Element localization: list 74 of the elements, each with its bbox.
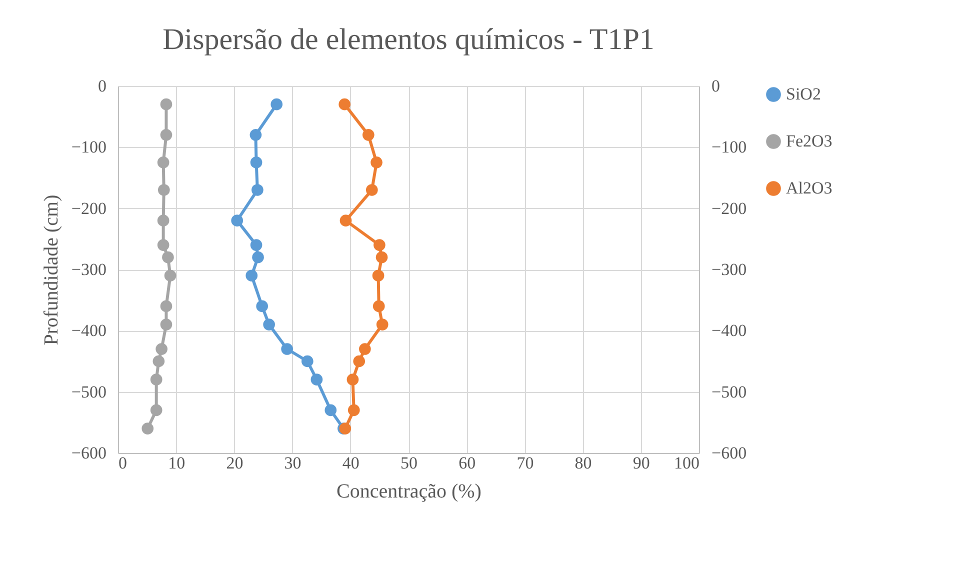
point bbox=[157, 214, 170, 226]
y2-tick-label: −200 bbox=[712, 198, 747, 218]
x-tick-label: 10 bbox=[168, 454, 186, 472]
legend-label: Al2O3 bbox=[786, 178, 832, 198]
legend-label: SiO2 bbox=[786, 84, 821, 104]
point bbox=[310, 374, 323, 386]
point bbox=[372, 270, 384, 282]
point bbox=[353, 355, 366, 368]
point bbox=[152, 355, 165, 368]
x-tick-label: 90 bbox=[632, 454, 650, 472]
point bbox=[370, 156, 382, 168]
y2-tick-label: −500 bbox=[712, 382, 747, 402]
point bbox=[256, 300, 268, 312]
y2-tick-label: −600 bbox=[712, 444, 747, 462]
point bbox=[142, 422, 154, 434]
y-tick-label: −500 bbox=[71, 382, 106, 402]
point bbox=[250, 239, 262, 251]
x-axis-title: Concentração (%) bbox=[336, 480, 482, 502]
point bbox=[376, 318, 388, 330]
y-tick-label: −100 bbox=[71, 138, 106, 157]
point bbox=[301, 355, 314, 368]
point bbox=[160, 98, 172, 110]
x-tick-label: 0 bbox=[118, 454, 127, 472]
y-tick-label: −600 bbox=[71, 444, 106, 462]
y-tick-label: 0 bbox=[98, 76, 106, 96]
x-tick-label: 30 bbox=[284, 454, 302, 472]
x-tick-label: 80 bbox=[574, 454, 592, 472]
point bbox=[366, 184, 378, 196]
x-tick-label: 20 bbox=[226, 454, 244, 472]
point bbox=[359, 343, 371, 355]
y2-tick-label: −400 bbox=[712, 321, 747, 340]
point bbox=[150, 404, 162, 416]
point bbox=[160, 300, 172, 312]
point bbox=[252, 251, 264, 264]
point bbox=[158, 184, 170, 196]
y2-tick-label: 0 bbox=[712, 76, 720, 96]
x-tick-label: 60 bbox=[458, 454, 476, 472]
point bbox=[164, 270, 176, 282]
x-tick-label: 50 bbox=[400, 454, 418, 472]
point bbox=[150, 374, 162, 386]
point bbox=[250, 156, 262, 168]
x-tick-label: 100 bbox=[674, 454, 700, 472]
x-tick-label: 70 bbox=[516, 454, 534, 472]
legend-label: Fe2O3 bbox=[786, 132, 832, 150]
x-tick-label: 40 bbox=[342, 454, 360, 472]
point bbox=[346, 374, 359, 386]
point bbox=[338, 98, 351, 110]
point bbox=[157, 156, 170, 168]
point bbox=[231, 214, 244, 226]
y-tick-label: −400 bbox=[71, 321, 106, 340]
point bbox=[362, 129, 374, 141]
y2-tick-label: −300 bbox=[712, 260, 747, 279]
point bbox=[281, 343, 293, 355]
chart-title: Dispersão de elementos químicos - T1P1 bbox=[162, 23, 654, 56]
y2-tick-label: −100 bbox=[712, 138, 747, 157]
point bbox=[246, 270, 258, 282]
y-axis-title: Profundidade (cm) bbox=[40, 194, 62, 346]
point bbox=[324, 404, 337, 416]
point bbox=[156, 343, 168, 355]
y-tick-label: −300 bbox=[71, 260, 106, 279]
point bbox=[348, 404, 360, 416]
point bbox=[160, 129, 172, 141]
point bbox=[250, 129, 262, 141]
point bbox=[162, 251, 174, 264]
point bbox=[160, 318, 172, 330]
y-tick-label: −200 bbox=[71, 198, 106, 218]
point bbox=[374, 239, 386, 251]
point bbox=[340, 214, 352, 226]
point bbox=[270, 98, 283, 110]
point bbox=[263, 318, 275, 330]
point bbox=[372, 300, 385, 312]
point bbox=[252, 184, 264, 196]
point bbox=[157, 239, 170, 251]
point bbox=[376, 251, 388, 264]
